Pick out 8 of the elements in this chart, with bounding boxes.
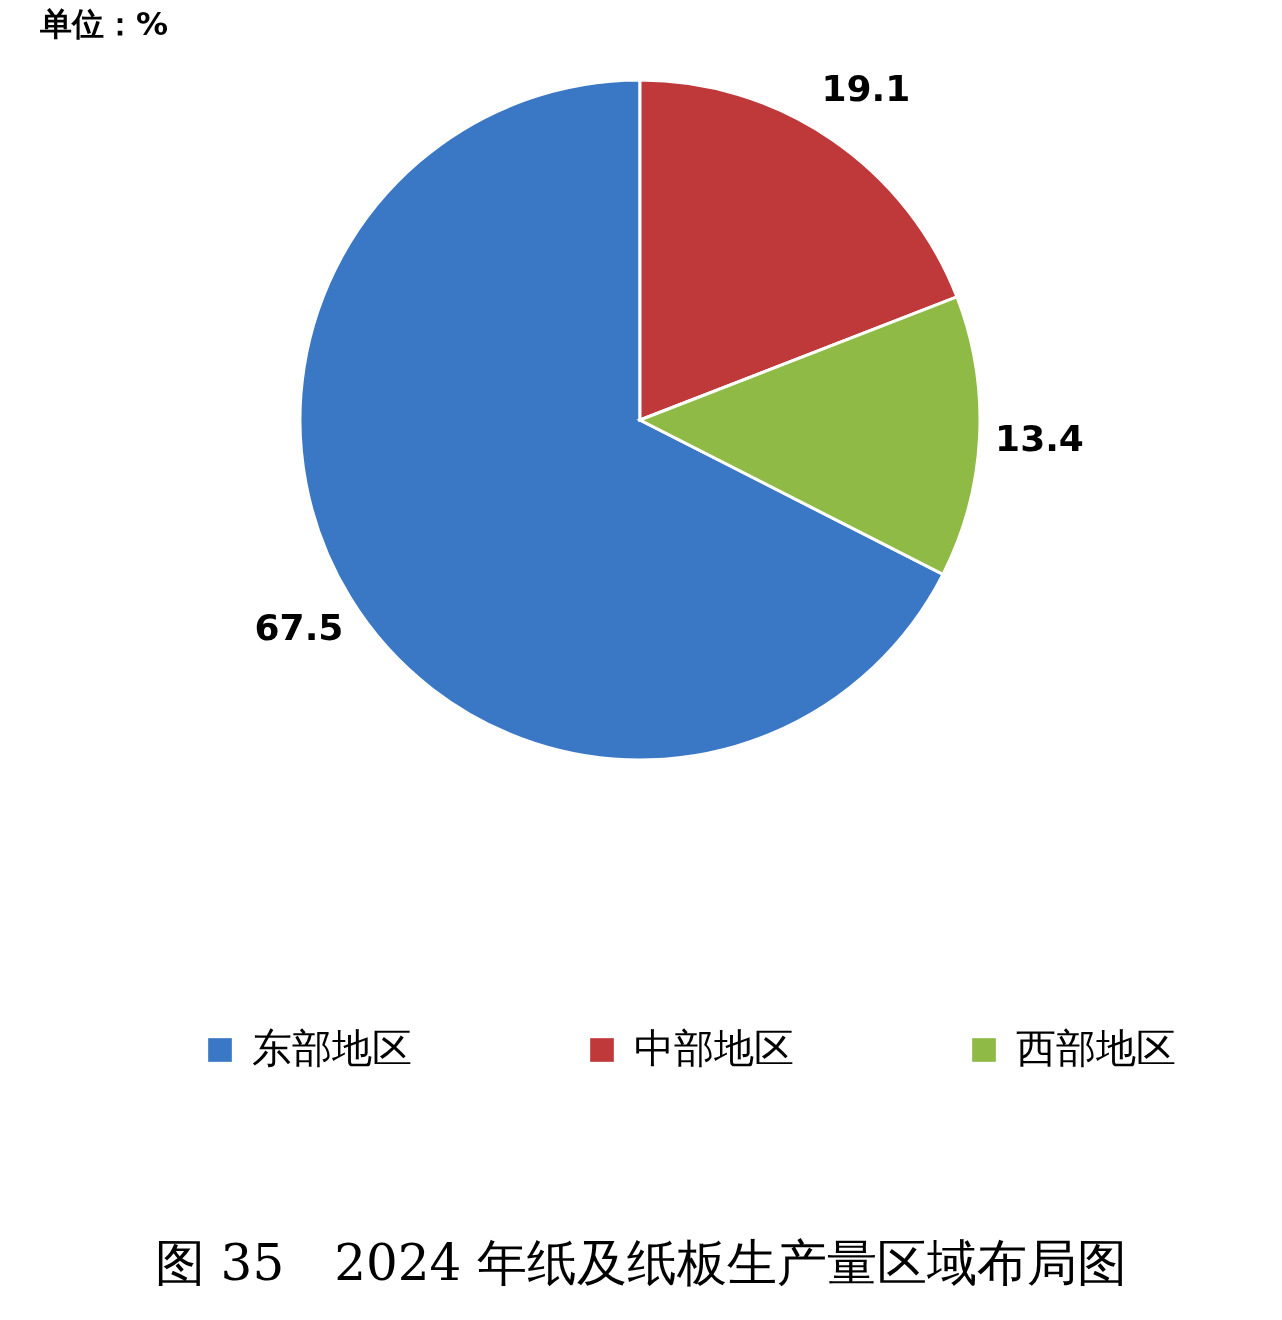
data-label: 67.5 [254,607,344,648]
legend-label: 东部地区 [252,1025,412,1071]
data-label: 13.4 [995,418,1084,460]
legend-label: 中部地区 [634,1025,794,1071]
text: 图 35 2024 年纸及纸板生产量区域布局图 [154,1234,1128,1292]
text: 单位：% [39,5,169,43]
data-label: 19.1 [821,67,911,109]
legend-label: 西部地区 [1016,1025,1176,1071]
